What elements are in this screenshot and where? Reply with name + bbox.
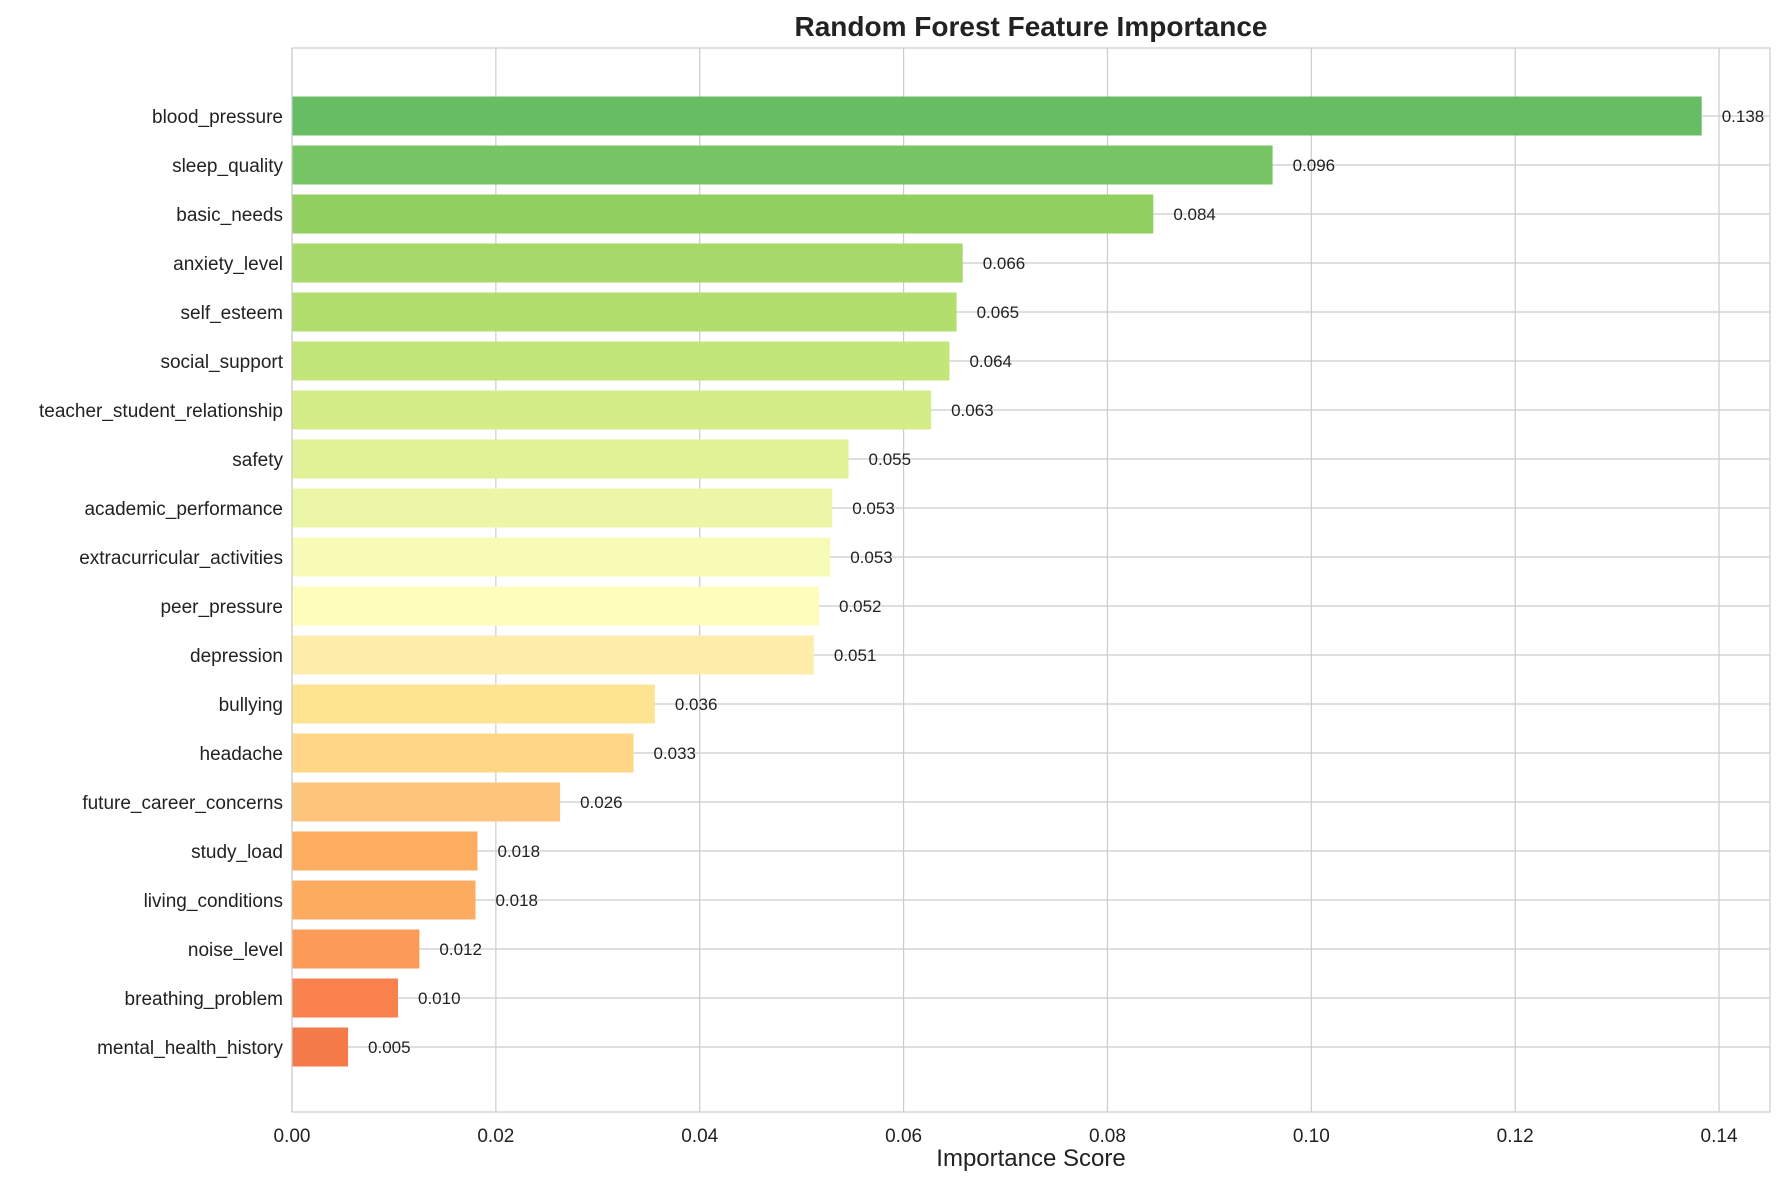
x-tick-label: 0.10 bbox=[1293, 1126, 1330, 1147]
value-label: 0.010 bbox=[418, 989, 461, 1008]
bar-self-esteem bbox=[292, 292, 957, 332]
x-tick-label: 0.02 bbox=[477, 1126, 514, 1147]
value-label: 0.051 bbox=[834, 646, 877, 665]
value-label: 0.096 bbox=[1293, 156, 1336, 175]
y-tick-label: self_esteem bbox=[181, 303, 283, 324]
bar-academic-performance bbox=[292, 488, 833, 528]
bar-extracurricular-activities bbox=[292, 537, 831, 577]
bar-bullying bbox=[292, 684, 655, 724]
y-tick-label: headache bbox=[200, 744, 283, 765]
bar-living-conditions bbox=[292, 880, 476, 920]
bar-depression bbox=[292, 635, 814, 675]
plot-frame bbox=[291, 47, 1771, 1113]
bar-sleep-quality bbox=[292, 145, 1273, 185]
bar-teacher-student-relationship bbox=[292, 390, 932, 430]
y-tick-label: sleep_quality bbox=[172, 156, 283, 177]
x-tick-label: 0.00 bbox=[274, 1126, 311, 1147]
value-label: 0.053 bbox=[850, 548, 893, 567]
value-label: 0.018 bbox=[498, 842, 541, 861]
value-label: 0.036 bbox=[675, 695, 718, 714]
x-tick-label: 0.12 bbox=[1497, 1126, 1534, 1147]
value-label: 0.084 bbox=[1173, 205, 1216, 224]
x-tick-label: 0.06 bbox=[885, 1126, 922, 1147]
bar-blood-pressure bbox=[292, 96, 1702, 136]
y-tick-label: safety bbox=[232, 450, 283, 471]
y-tick-label: blood_pressure bbox=[152, 107, 283, 128]
y-tick-labels: blood_pressure sleep_quality basic_needsan… bbox=[39, 107, 284, 1059]
bar-social-support bbox=[292, 341, 950, 381]
value-label: 0.033 bbox=[653, 744, 696, 763]
bar-noise-level bbox=[292, 929, 420, 969]
bar-peer-pressure bbox=[292, 586, 819, 626]
y-tick-label: mental_health_history bbox=[97, 1038, 283, 1059]
y-tick-label: teacher_student_relationship bbox=[39, 401, 283, 422]
bar-safety bbox=[292, 439, 849, 479]
bar-basic-needs bbox=[292, 194, 1154, 234]
y-tick-label: peer_pressure bbox=[160, 597, 283, 618]
value-label: 0.053 bbox=[852, 499, 895, 518]
y-tick-label: academic_performance bbox=[84, 499, 283, 520]
value-label: 0.055 bbox=[869, 450, 912, 469]
value-label: 0.066 bbox=[983, 254, 1026, 273]
bar-breathing-problem bbox=[292, 978, 399, 1018]
value-label: 0.138 bbox=[1722, 107, 1765, 126]
value-label: 0.018 bbox=[495, 891, 538, 910]
value-label: 0.064 bbox=[969, 352, 1012, 371]
bar-headache bbox=[292, 733, 634, 773]
y-tick-label: noise_level bbox=[188, 940, 283, 961]
y-tick-label: anxiety_level bbox=[173, 254, 283, 275]
y-tick-label: social_support bbox=[160, 352, 283, 373]
value-label: 0.005 bbox=[368, 1038, 411, 1057]
bar-mental-health-history bbox=[292, 1027, 349, 1067]
x-axis-label: Importance Score bbox=[936, 1145, 1125, 1172]
y-tick-label: living_conditions bbox=[144, 891, 283, 912]
x-tick-label: 0.14 bbox=[1701, 1126, 1738, 1147]
y-tick-label: study_load bbox=[191, 842, 283, 863]
value-label: 0.026 bbox=[580, 793, 623, 812]
x-tick-label: 0.04 bbox=[681, 1126, 718, 1147]
y-tick-label: depression bbox=[190, 646, 283, 667]
value-label: 0.063 bbox=[951, 401, 994, 420]
y-tick-label: bullying bbox=[219, 695, 283, 716]
y-tick-label: extracurricular_activities bbox=[79, 548, 283, 569]
y-tick-label: breathing_problem bbox=[125, 989, 283, 1010]
y-tick-label: future_career_concerns bbox=[82, 793, 283, 814]
value-label: 0.065 bbox=[977, 303, 1020, 322]
value-labels: 0.138 0.096 0.084 0.066 0.065 0.064 0.063 0.055… bbox=[368, 107, 1764, 1057]
chart-title: Random Forest Feature Importance bbox=[795, 11, 1268, 42]
bars bbox=[292, 96, 1702, 1067]
y-tick-label: basic_needs bbox=[176, 205, 283, 226]
value-label: 0.012 bbox=[439, 940, 482, 959]
bar-study-load bbox=[292, 831, 478, 871]
bar-anxiety-level bbox=[292, 243, 963, 283]
x-tick-labels: 0.00 0.02 0.04 0.06 0.08 0.10 0.12 0.14 bbox=[274, 1126, 1738, 1147]
bar-future-career-concerns bbox=[292, 782, 561, 822]
x-tick-label: 0.08 bbox=[1089, 1126, 1126, 1147]
value-label: 0.052 bbox=[839, 597, 882, 616]
